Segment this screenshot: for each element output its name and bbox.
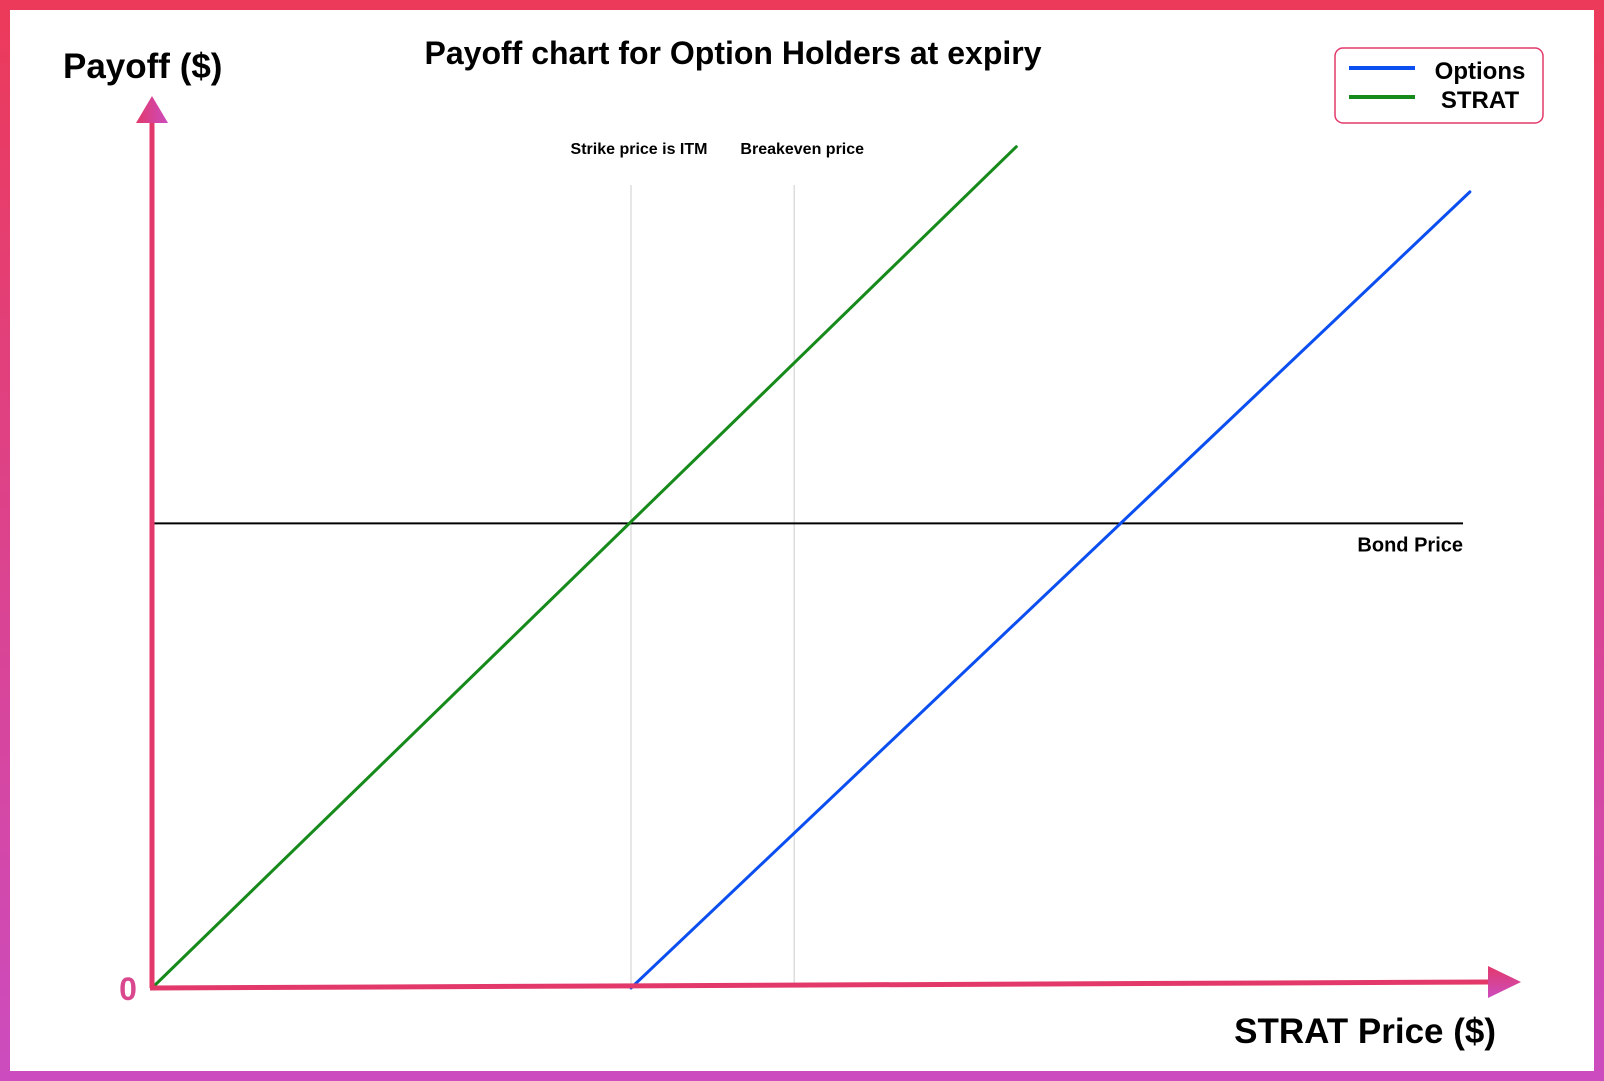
x-axis-label: STRAT Price ($) [1234, 1012, 1496, 1051]
reference-lines: Strike price is ITM Breakeven price Bond P… [152, 141, 1463, 984]
series-lines [150, 145, 1472, 990]
y-axis-label: Payoff ($) [63, 47, 222, 86]
chart-title: Payoff chart for Option Holders at expir… [425, 35, 1042, 71]
x-axis-line [149, 979, 1491, 991]
axes: 0 [119, 96, 1521, 1007]
origin-label: 0 [119, 971, 137, 1007]
series-line-options [629, 190, 1472, 990]
bond-price-label: Bond Price [1357, 534, 1463, 556]
y-axis-arrowhead [136, 96, 168, 123]
legend: Options STRAT [1334, 47, 1544, 124]
legend-label-options: Options [1435, 58, 1526, 85]
x-axis-arrowhead [1488, 966, 1521, 998]
legend-label-strat: STRAT [1441, 87, 1520, 114]
vline-label-breakeven-price: Breakeven price [740, 141, 864, 158]
vline-label-strike-price-is-itm: Strike price is ITM [571, 141, 708, 158]
series-line-strat [150, 145, 1018, 990]
